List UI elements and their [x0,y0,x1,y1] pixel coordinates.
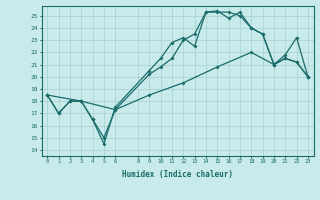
X-axis label: Humidex (Indice chaleur): Humidex (Indice chaleur) [122,170,233,179]
